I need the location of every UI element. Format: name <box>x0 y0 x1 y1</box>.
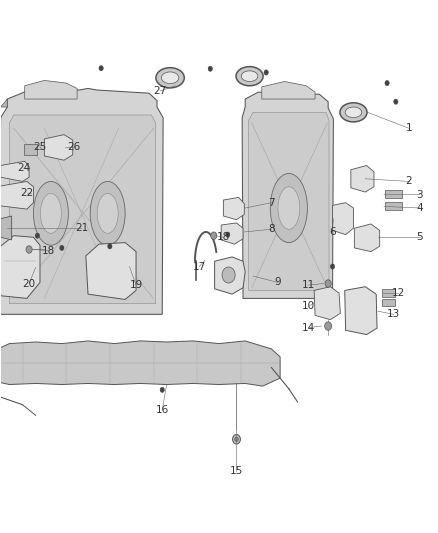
Text: 11: 11 <box>302 280 315 290</box>
Polygon shape <box>86 243 136 300</box>
Polygon shape <box>25 80 77 99</box>
Text: 21: 21 <box>75 223 88 233</box>
Text: 8: 8 <box>268 224 275 235</box>
Ellipse shape <box>330 264 335 269</box>
Ellipse shape <box>160 387 164 392</box>
Ellipse shape <box>161 72 179 84</box>
Text: 6: 6 <box>329 227 336 237</box>
Text: 18: 18 <box>42 246 55 255</box>
Polygon shape <box>249 112 329 290</box>
Ellipse shape <box>270 173 307 243</box>
Ellipse shape <box>241 71 258 82</box>
Ellipse shape <box>345 107 362 118</box>
Ellipse shape <box>278 187 300 229</box>
Text: 1: 1 <box>406 123 412 133</box>
Polygon shape <box>44 135 73 160</box>
Text: 7: 7 <box>268 198 275 208</box>
Bar <box>382 299 395 306</box>
Ellipse shape <box>108 244 112 249</box>
Text: 18: 18 <box>217 232 230 243</box>
Polygon shape <box>1 161 29 181</box>
Text: 26: 26 <box>67 142 81 152</box>
Text: 16: 16 <box>155 405 169 415</box>
Text: 13: 13 <box>387 309 400 319</box>
Text: 27: 27 <box>153 86 167 96</box>
Polygon shape <box>223 197 244 220</box>
Bar <box>385 190 403 198</box>
Ellipse shape <box>226 232 230 237</box>
Text: 3: 3 <box>417 190 423 200</box>
Text: 25: 25 <box>33 142 46 152</box>
Text: 14: 14 <box>302 322 315 333</box>
Bar <box>382 289 395 297</box>
Text: 20: 20 <box>22 279 35 288</box>
Bar <box>385 203 403 211</box>
Polygon shape <box>262 82 315 99</box>
Polygon shape <box>242 92 333 298</box>
Polygon shape <box>10 115 155 304</box>
Text: 5: 5 <box>417 232 423 243</box>
Polygon shape <box>0 341 280 386</box>
Ellipse shape <box>35 233 39 238</box>
Polygon shape <box>0 88 163 314</box>
Polygon shape <box>215 257 245 294</box>
Ellipse shape <box>394 99 398 104</box>
Polygon shape <box>354 224 380 252</box>
Ellipse shape <box>156 68 184 88</box>
Ellipse shape <box>236 67 263 86</box>
Ellipse shape <box>211 232 217 239</box>
Ellipse shape <box>340 103 367 122</box>
Polygon shape <box>314 287 340 320</box>
Polygon shape <box>345 287 377 335</box>
Polygon shape <box>221 223 243 244</box>
Ellipse shape <box>222 267 235 283</box>
Polygon shape <box>1 99 7 107</box>
Polygon shape <box>332 203 353 235</box>
Text: 15: 15 <box>230 466 243 476</box>
Text: 19: 19 <box>129 280 143 290</box>
Polygon shape <box>0 181 33 209</box>
Ellipse shape <box>90 181 125 245</box>
Polygon shape <box>0 236 40 298</box>
Ellipse shape <box>235 437 238 441</box>
Text: 22: 22 <box>20 188 34 198</box>
Polygon shape <box>1 216 12 240</box>
Ellipse shape <box>33 181 68 245</box>
Text: 10: 10 <box>302 301 315 311</box>
Bar <box>24 144 37 155</box>
Text: 12: 12 <box>392 288 405 298</box>
Text: 24: 24 <box>17 163 30 173</box>
Ellipse shape <box>99 66 103 71</box>
Ellipse shape <box>264 70 268 75</box>
Ellipse shape <box>233 434 240 444</box>
Ellipse shape <box>325 322 332 330</box>
Polygon shape <box>351 165 374 192</box>
Text: 17: 17 <box>193 262 206 271</box>
Text: 9: 9 <box>275 278 281 287</box>
Ellipse shape <box>385 80 389 86</box>
Ellipse shape <box>97 193 118 233</box>
Ellipse shape <box>26 246 32 253</box>
Ellipse shape <box>60 245 64 251</box>
Ellipse shape <box>208 66 212 71</box>
Text: 2: 2 <box>406 176 412 187</box>
Ellipse shape <box>325 280 331 287</box>
Ellipse shape <box>40 193 61 233</box>
Text: 4: 4 <box>417 203 423 213</box>
